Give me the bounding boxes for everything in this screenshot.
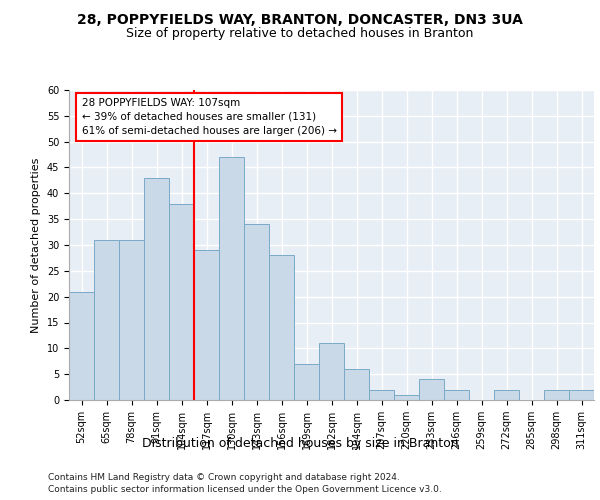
- Bar: [94, 240, 119, 400]
- Y-axis label: Number of detached properties: Number of detached properties: [31, 158, 41, 332]
- Bar: [444, 390, 469, 400]
- Bar: [69, 292, 94, 400]
- Text: Contains HM Land Registry data © Crown copyright and database right 2024.: Contains HM Land Registry data © Crown c…: [48, 472, 400, 482]
- Bar: [569, 390, 594, 400]
- Bar: [544, 390, 569, 400]
- Bar: [144, 178, 169, 400]
- Bar: [419, 380, 444, 400]
- Text: 28 POPPYFIELDS WAY: 107sqm
← 39% of detached houses are smaller (131)
61% of sem: 28 POPPYFIELDS WAY: 107sqm ← 39% of deta…: [82, 98, 337, 136]
- Bar: [244, 224, 269, 400]
- Bar: [394, 395, 419, 400]
- Text: 28, POPPYFIELDS WAY, BRANTON, DONCASTER, DN3 3UA: 28, POPPYFIELDS WAY, BRANTON, DONCASTER,…: [77, 12, 523, 26]
- Bar: [494, 390, 519, 400]
- Bar: [294, 364, 319, 400]
- Text: Contains public sector information licensed under the Open Government Licence v3: Contains public sector information licen…: [48, 485, 442, 494]
- Text: Size of property relative to detached houses in Branton: Size of property relative to detached ho…: [127, 28, 473, 40]
- Bar: [269, 256, 294, 400]
- Bar: [119, 240, 144, 400]
- Bar: [169, 204, 194, 400]
- Bar: [319, 343, 344, 400]
- Text: Distribution of detached houses by size in Branton: Distribution of detached houses by size …: [142, 438, 458, 450]
- Bar: [219, 157, 244, 400]
- Bar: [194, 250, 219, 400]
- Bar: [369, 390, 394, 400]
- Bar: [344, 369, 369, 400]
